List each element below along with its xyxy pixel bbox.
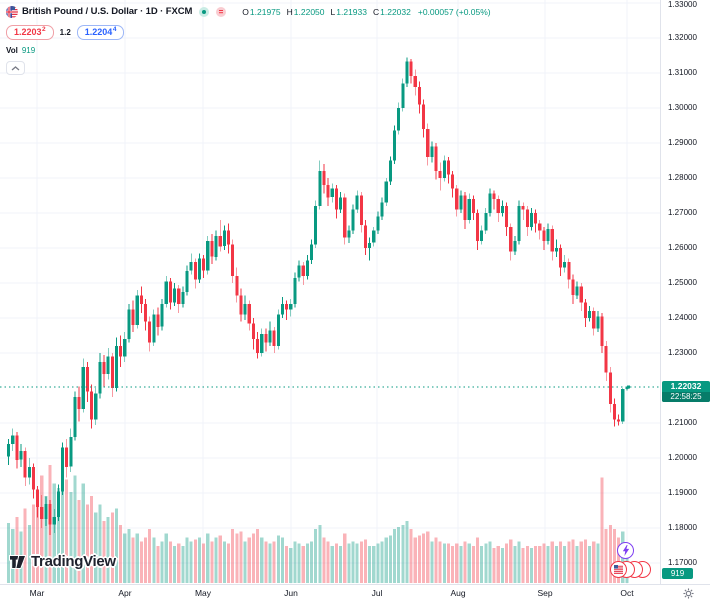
symbol-legend: British Pound / U.S. Dollar · 1D · FXCM …: [6, 5, 491, 75]
change-value: +0.00057 (+0.05%): [417, 6, 491, 17]
us-flag-event-icon[interactable]: [610, 561, 627, 578]
price-tick-label: 1.30000: [668, 103, 697, 112]
tradingview-logo[interactable]: TradingView: [9, 553, 116, 570]
price-tick-label: 1.28000: [668, 173, 697, 182]
bar-countdown: 22:58:25: [662, 392, 710, 402]
month-tick-label: Sep: [537, 588, 553, 598]
sell-button[interactable]: 1.2203 2: [6, 25, 54, 40]
candlestick-chart[interactable]: [0, 0, 660, 584]
price-tick-label: 1.31000: [668, 68, 697, 77]
trade-panel: 1.2203 2 1.2 1.2204 4: [6, 25, 491, 40]
price-tick-label: 1.17000: [668, 558, 697, 567]
price-axis[interactable]: 1.22032 22:58:25 919 1.33000 1.32000 1.310…: [660, 0, 710, 584]
us-flag-icon: [614, 565, 623, 574]
lightning-event-icon[interactable]: [617, 542, 634, 559]
gbpusd-flag-icon: [6, 5, 18, 18]
chevron-up-icon: [11, 65, 20, 70]
price-tick-label: 1.25000: [668, 278, 697, 287]
price-tick-label: 1.26000: [668, 243, 697, 252]
legend-row-title: British Pound / U.S. Dollar · 1D · FXCM …: [6, 5, 491, 18]
volume-value: 919: [21, 46, 36, 55]
market-status-icon[interactable]: [199, 6, 210, 17]
tradingview-logo-icon: [9, 554, 26, 569]
price-tick-label: 1.32000: [668, 33, 697, 42]
open-value: 1.21975: [249, 6, 281, 17]
price-tick-label: 1.23000: [668, 348, 697, 357]
tradingview-logo-text: TradingView: [31, 553, 116, 570]
price-tick-label: 1.24000: [668, 313, 697, 322]
month-tick-label: Mar: [29, 588, 45, 598]
price-tick-label: 1.21000: [668, 418, 697, 427]
current-price-value: 1.22032: [670, 381, 702, 391]
symbol-title[interactable]: British Pound / U.S. Dollar · 1D · FXCM: [22, 6, 193, 17]
price-tick-label: 1.20000: [668, 453, 697, 462]
month-tick-label: Oct: [620, 588, 634, 598]
price-tick-label: 1.27000: [668, 208, 697, 217]
buy-button[interactable]: 1.2204 4: [76, 25, 125, 40]
month-tick-label: May: [194, 588, 212, 598]
data-delay-icon[interactable]: [216, 6, 227, 17]
month-tick-label: Aug: [450, 588, 466, 598]
price-tick-label: 1.19000: [668, 488, 697, 497]
volume-label: Vol: [6, 46, 18, 55]
month-tick-label: Apr: [118, 588, 132, 598]
close-value: 1.22032: [380, 6, 411, 17]
time-axis[interactable]: Mar Apr May Jun Jul Aug Sep Oct: [0, 584, 710, 600]
volume-legend: Vol 919: [6, 46, 491, 55]
axis-volume-label: 919: [662, 568, 693, 579]
low-value: 1.21933: [336, 6, 367, 17]
collapse-legend-button[interactable]: [6, 61, 25, 75]
price-tick-label: 1.18000: [668, 523, 697, 532]
ohlc-values: O1.21975 H1.22050 L1.21933 C1.22032 +0.0…: [242, 6, 491, 17]
economic-events-cluster: [610, 561, 664, 580]
month-tick-label: Jun: [284, 588, 298, 598]
price-tick-label: 1.33000: [668, 0, 697, 9]
settings-gear-icon[interactable]: [683, 588, 694, 599]
lightning-bolt-icon: [622, 545, 629, 556]
price-tick-label: 1.29000: [668, 138, 697, 147]
current-price-label: 1.22032 22:58:25: [662, 381, 710, 402]
month-tick-label: Jul: [371, 588, 383, 598]
spread-value: 1.2: [59, 28, 71, 37]
chart-pane[interactable]: British Pound / U.S. Dollar · 1D · FXCM …: [0, 0, 660, 584]
high-value: 1.22050: [293, 6, 325, 17]
